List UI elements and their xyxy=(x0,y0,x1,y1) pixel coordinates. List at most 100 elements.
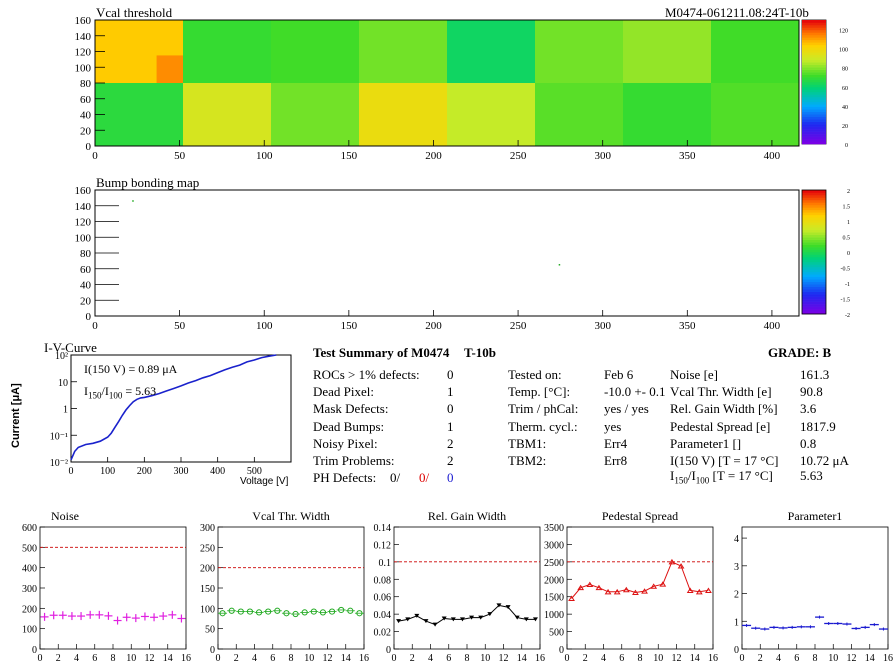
y-tick-label: 0 xyxy=(386,645,391,656)
colorbar-step xyxy=(802,74,826,78)
colorbar-step xyxy=(802,89,826,93)
y-tick-label: 1 xyxy=(734,617,739,628)
x-tick-label: 250 xyxy=(510,150,527,162)
y-tick-label: 300 xyxy=(22,584,37,595)
colorbar-step xyxy=(802,261,826,265)
summary-mid-value: Feb 6 xyxy=(604,367,634,382)
colorbar-step xyxy=(802,116,826,120)
colorbar-step xyxy=(802,212,826,216)
y-tick-label: 0.12 xyxy=(374,540,392,551)
colorbar-step xyxy=(802,141,826,145)
colorbar-step xyxy=(802,286,826,290)
y-tick-label: 20 xyxy=(80,295,92,307)
data-point xyxy=(668,558,676,565)
y-tick-label: 0.06 xyxy=(374,593,392,604)
x-tick-label: 4 xyxy=(252,653,257,664)
colorbar-step xyxy=(802,249,826,253)
data-point xyxy=(523,617,529,622)
small-chart-frame xyxy=(741,526,889,650)
y-tick-label: 80 xyxy=(80,78,92,90)
ratio-value: 5.63 xyxy=(800,468,823,483)
x-tick-label: 10 xyxy=(304,653,314,664)
colorbar-step xyxy=(802,274,826,278)
y-tick-label: 10⁻² xyxy=(50,458,68,469)
summary-left-value: 0 xyxy=(447,401,454,417)
y-tick-label: 0.04 xyxy=(374,610,392,621)
colorbar-step xyxy=(802,121,826,125)
ph-defects-value-3: 0 xyxy=(447,470,454,485)
summary-right-label: Pedestal Spread [e] xyxy=(670,418,771,434)
colorbar-step xyxy=(802,126,826,130)
y-tick-label: 1 xyxy=(63,405,68,416)
summary-right-label: Parameter1 [] xyxy=(670,435,742,451)
colorbar-step xyxy=(802,227,826,230)
summary-right-value: 10.72 μA xyxy=(800,453,849,468)
summary-left-label: Noisy Pixel: xyxy=(313,435,378,451)
y-tick-label: 60 xyxy=(80,264,92,276)
colorbar-step xyxy=(802,99,826,103)
ph-defects-value-2: 0/ xyxy=(419,470,430,485)
colorbar-step xyxy=(802,111,826,115)
y-tick-label: 100 xyxy=(75,232,92,244)
colorbar-step xyxy=(802,104,826,108)
colorbar-label: 120 xyxy=(839,29,848,35)
y-tick-label: 0 xyxy=(734,645,739,656)
bump-map-title: Bump bonding map xyxy=(96,175,200,190)
data-point xyxy=(432,622,438,627)
colorbar-label: 0.5 xyxy=(843,236,851,242)
y-tick-label: 200 xyxy=(200,564,215,575)
colorbar-step xyxy=(802,311,826,315)
ratio-label: I150/I100 [T = 17 °C] xyxy=(670,468,773,486)
x-tick-label: 0 xyxy=(92,320,98,330)
y-tick-label: 120 xyxy=(75,217,92,229)
small-chart-frame xyxy=(39,526,187,650)
x-tick-label: 6 xyxy=(794,653,799,664)
summary-right-label: Rel. Gain Width [%] xyxy=(670,401,778,417)
data-point xyxy=(532,617,538,622)
data-point xyxy=(414,613,420,618)
colorbar-label: 100 xyxy=(839,48,848,54)
x-tick-label: 16 xyxy=(708,653,718,664)
summary-left-value: 1 xyxy=(447,384,454,400)
y-tick-label: 10 xyxy=(58,378,68,389)
x-tick-label: 14 xyxy=(690,653,700,664)
data-point xyxy=(650,583,658,589)
colorbar-step xyxy=(802,214,826,218)
roc-cell xyxy=(95,83,184,147)
summary-right-label: Vcal Thr. Width [e] xyxy=(670,384,772,400)
colorbar-step xyxy=(802,252,826,255)
vcal-map-title: Vcal threshold xyxy=(96,5,173,20)
x-tick-label: 400 xyxy=(764,150,781,162)
colorbar-step xyxy=(802,27,826,31)
colorbar-step xyxy=(802,67,826,70)
data-point xyxy=(505,605,511,610)
small-chart-title: Rel. Gain Width xyxy=(428,509,506,523)
colorbar-step xyxy=(802,197,826,201)
module-tag: M0474-061211.08:24T-10b xyxy=(665,5,809,20)
x-tick-label: 10 xyxy=(653,653,663,664)
small-chart-title: Parameter1 xyxy=(788,509,843,523)
data-point xyxy=(641,588,648,594)
data-point xyxy=(396,619,402,624)
data-point xyxy=(659,581,667,587)
colorbar-step xyxy=(802,284,826,288)
x-tick-label: 6 xyxy=(619,653,624,664)
colorbar-step xyxy=(802,190,826,193)
y-tick-label: 1000 xyxy=(544,610,564,621)
colorbar-step xyxy=(802,32,826,36)
colorbar-step xyxy=(802,304,826,307)
colorbar-step xyxy=(802,24,826,28)
colorbar-step xyxy=(802,229,826,233)
bump-defect-point xyxy=(132,200,134,202)
x-tick-label: 12 xyxy=(145,653,155,664)
x-tick-label: 4 xyxy=(776,653,781,664)
data-point xyxy=(514,615,520,620)
x-tick-label: 500 xyxy=(247,466,262,477)
y-tick-label: 1500 xyxy=(544,593,564,604)
colorbar-step xyxy=(802,306,826,310)
y-tick-label: 160 xyxy=(75,185,92,197)
y-tick-label: 10² xyxy=(55,351,68,362)
